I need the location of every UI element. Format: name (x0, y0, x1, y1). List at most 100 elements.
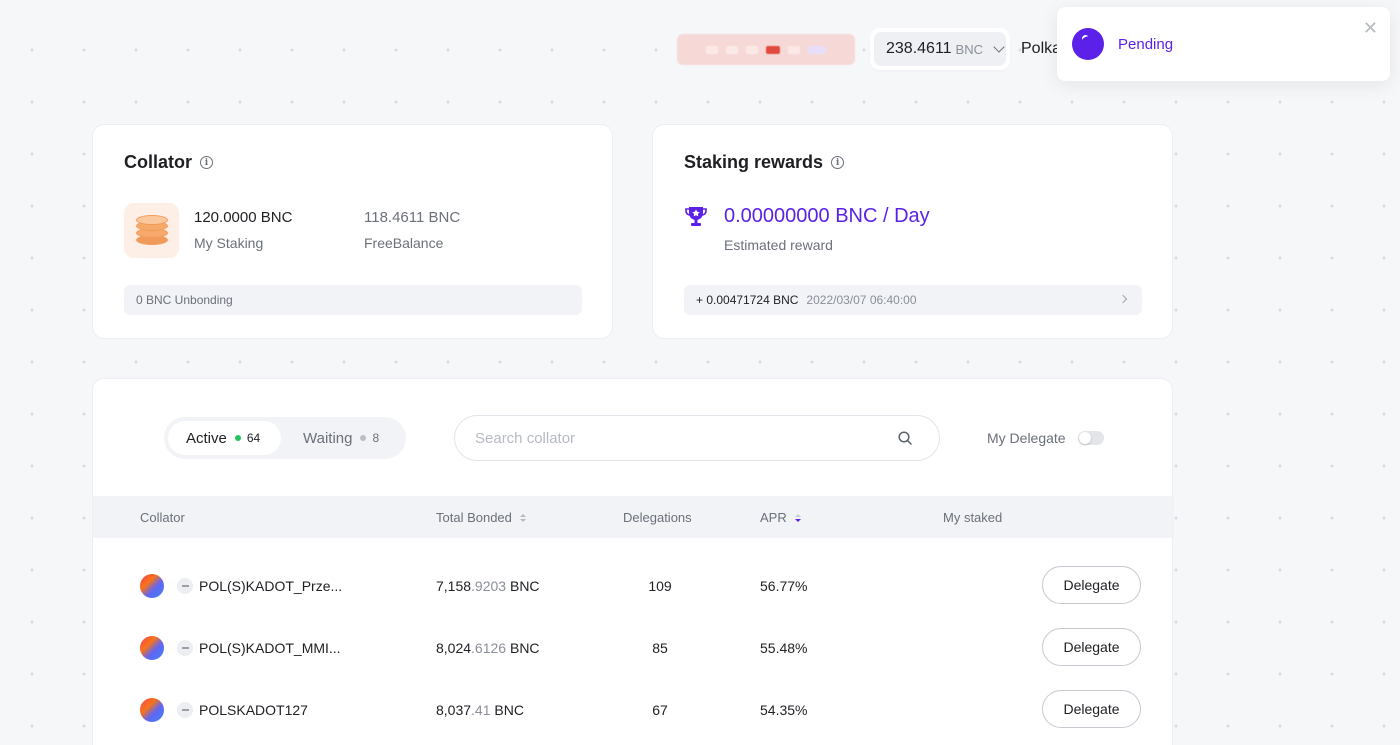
bonded-decimal: .9203 (471, 578, 507, 594)
collator-avatar (140, 574, 164, 598)
blur-block (808, 45, 826, 54)
blur-block (788, 45, 800, 54)
delegations-count: 85 (652, 640, 668, 656)
my-staking-value: 120.0000 BNC (194, 209, 293, 226)
bonded-decimal: .6126 (471, 640, 507, 656)
column-header-total-bonded[interactable]: Total Bonded (436, 510, 526, 525)
collator-avatar (140, 698, 164, 722)
unbonding-text: 0 BNC Unbonding (136, 293, 233, 307)
status-tabs: Active 64 Waiting 8 (164, 417, 406, 459)
blur-block (706, 45, 718, 54)
latest-reward-amount: + 0.00471724 BNC (696, 293, 799, 307)
apr-value: 54.35% (760, 702, 808, 718)
table-header: Collator Total Bonded Delegations APR My… (93, 496, 1174, 538)
network-label[interactable]: Polka (1021, 40, 1062, 57)
delegate-button[interactable]: Delegate (1042, 566, 1141, 604)
tab-label: Waiting (303, 429, 353, 447)
collator-name: POLSKADOT127 (199, 702, 308, 718)
my-delegate-label: My Delegate (987, 430, 1066, 446)
bonded-decimal: .41 (471, 702, 491, 718)
free-balance-value: 118.4611 BNC (364, 209, 461, 226)
sort-icon[interactable] (519, 513, 526, 522)
delegations-count: 67 (652, 702, 668, 718)
table-row[interactable]: POLSKADOT127 8,037.41 BNC 67 54.35% Dele… (93, 679, 1174, 741)
column-label: Collator (140, 510, 185, 525)
chevron-down-icon (993, 41, 1005, 53)
delegations-count: 109 (648, 578, 672, 594)
loading-spinner-icon (1072, 28, 1104, 60)
apr-value: 56.77% (760, 578, 808, 594)
column-label: Total Bonded (436, 510, 512, 525)
my-staking-label: My Staking (194, 235, 264, 251)
delegate-button[interactable]: Delegate (1042, 628, 1141, 666)
total-bonded: 8,024.6126 BNC (436, 640, 540, 656)
bonded-integer: 8,037 (436, 702, 472, 718)
table-row[interactable]: POL(S)KADOT_Prze... 7,158.9203 BNC 109 5… (93, 555, 1174, 617)
search-icon[interactable] (898, 431, 912, 445)
collator-name: POL(S)KADOT_MMI... (199, 640, 341, 656)
blur-block (766, 45, 780, 54)
blurred-account-address[interactable] (677, 34, 855, 65)
collator-title-text: Collator (124, 152, 193, 172)
balance-value: 238.4611 (886, 40, 952, 57)
info-icon[interactable]: i (831, 156, 845, 169)
balance-selector[interactable]: 238.4611 BNC (870, 28, 1010, 70)
free-balance-label: FreeBalance (364, 235, 444, 251)
collator-avatar (140, 636, 164, 660)
delegate-button[interactable]: Delegate (1042, 690, 1141, 728)
collator-card: Collator i 120.0000 BNC My Staking 118.4… (92, 124, 613, 339)
tab-waiting[interactable]: Waiting 8 (285, 421, 393, 455)
search-input[interactable] (475, 416, 875, 460)
info-icon[interactable]: i (200, 156, 214, 169)
column-label: APR (760, 510, 787, 525)
bonded-unit: BNC (506, 578, 540, 594)
tab-count: 64 (246, 431, 261, 445)
table-row[interactable]: POL(S)KADOT_MMI... 8,024.6126 BNC 85 55.… (93, 617, 1174, 679)
coin-stack-graphic (135, 214, 168, 247)
bonded-unit: BNC (506, 640, 540, 656)
minus-icon (177, 702, 193, 718)
estimated-reward-label: Estimated reward (724, 237, 833, 253)
bonded-integer: 8,024 (436, 640, 472, 656)
pending-toast: Pending ✕ (1057, 7, 1390, 81)
tab-count: 8 (372, 431, 380, 445)
bonded-unit: BNC (490, 702, 524, 718)
chevron-right-icon (1118, 294, 1128, 304)
column-header-apr[interactable]: APR (760, 510, 801, 525)
latest-reward-time: 2022/03/07 06:40:00 (806, 293, 917, 307)
bonded-integer: 7,158 (436, 578, 472, 594)
collator-name: POL(S)KADOT_Prze... (199, 578, 343, 594)
search-collator-field[interactable] (454, 415, 940, 461)
latest-reward-row[interactable]: + 0.00471724 BNC 2022/03/07 06:40:00 (684, 285, 1142, 315)
trophy-icon (685, 207, 707, 226)
tab-active[interactable]: Active 64 (168, 421, 281, 455)
staking-rewards-card: Staking rewards i 0.00000000 BNC / Day E… (652, 124, 1173, 339)
column-header-delegations: Delegations (623, 510, 692, 525)
blur-block (746, 45, 758, 54)
column-header-my-staked: My staked (943, 510, 1002, 525)
column-label: Delegations (623, 510, 692, 525)
unbonding-bar: 0 BNC Unbonding (124, 285, 582, 315)
balance-unit: BNC (955, 41, 983, 57)
total-bonded: 7,158.9203 BNC (436, 578, 540, 594)
column-label: My staked (943, 510, 1003, 525)
my-delegate-toggle[interactable] (1078, 431, 1104, 445)
total-bonded: 8,037.41 BNC (436, 702, 524, 718)
minus-icon (177, 578, 193, 594)
column-header-collator: Collator (140, 510, 185, 525)
rewards-title-text: Staking rewards (684, 152, 824, 172)
minus-icon (177, 640, 193, 656)
toast-status-text: Pending (1118, 35, 1174, 53)
apr-value: 55.48% (760, 640, 808, 656)
balance-inner[interactable]: 238.4611 BNC (874, 32, 1006, 66)
estimated-reward-value: 0.00000000 BNC / Day (724, 205, 930, 227)
status-dot-icon (234, 435, 241, 441)
coin-stack-icon (124, 203, 179, 258)
sort-desc-icon[interactable] (794, 513, 801, 522)
collator-list-card: Active 64 Waiting 8 My Delegate Collator… (92, 378, 1174, 745)
blur-block (726, 45, 738, 54)
status-dot-icon (360, 435, 367, 441)
rewards-card-title: Staking rewards i (684, 152, 845, 173)
close-icon[interactable]: ✕ (1362, 18, 1378, 38)
collator-card-title: Collator i (124, 152, 214, 173)
